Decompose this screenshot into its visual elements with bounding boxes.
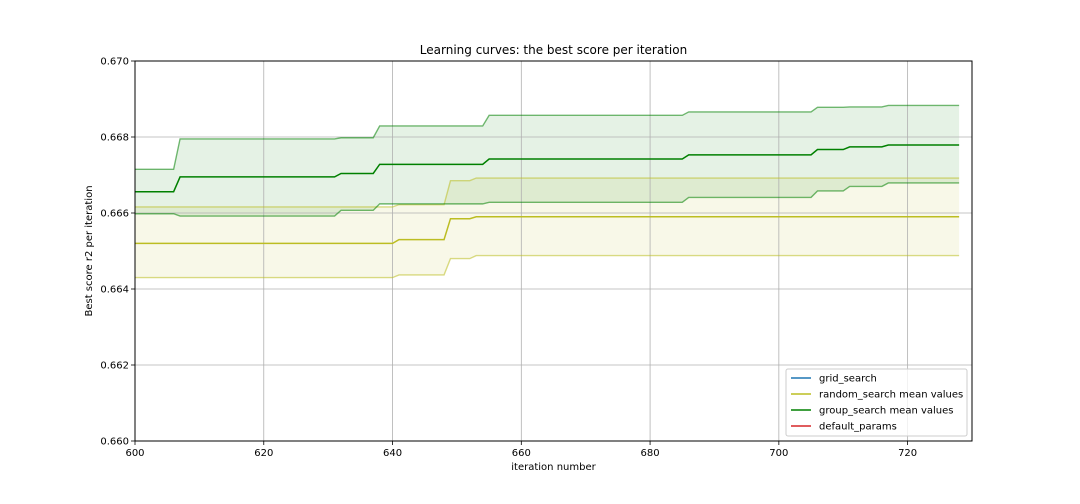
y-axis-label: Best score r2 per iteration (84, 185, 95, 316)
legend-label: default_params (819, 422, 897, 433)
series-line-2 (135, 144, 960, 193)
series-band-upper-2 (135, 104, 960, 171)
series-lines (135, 104, 960, 279)
x-tick-label: 600 (125, 448, 144, 459)
legend-label: group_search mean values (819, 406, 954, 417)
x-tick-label: 660 (512, 448, 531, 459)
y-tick-label: 0.662 (100, 361, 129, 372)
legend-label: grid_search (819, 374, 877, 385)
x-tick-label: 620 (254, 448, 273, 459)
legend-label: random_search mean values (819, 390, 963, 401)
x-tick-label: 640 (383, 448, 402, 459)
x-tick-label: 700 (769, 448, 788, 459)
series-band-1 (135, 178, 960, 278)
plot-frame (134, 60, 973, 442)
x-axis-label: iteration number (511, 462, 596, 473)
x-axis-ticks: 600 620 640 660 680 700 720 (125, 441, 917, 459)
series-band-lower-2 (135, 182, 960, 217)
series-band-2 (135, 105, 960, 217)
y-axis-ticks: 0.660 0.662 0.664 0.666 0.668 0.670 (100, 57, 135, 448)
y-tick-label: 0.668 (100, 133, 129, 144)
legend: grid_search random_search mean values grou… (785, 368, 968, 437)
series-band-lower-1 (135, 254, 960, 279)
y-tick-label: 0.660 (100, 437, 129, 448)
y-tick-label: 0.670 (100, 57, 129, 68)
series-line-1 (135, 216, 960, 245)
x-tick-label: 720 (898, 448, 917, 459)
y-tick-label: 0.664 (100, 285, 129, 296)
confidence-bands (135, 105, 960, 278)
y-tick-label: 0.666 (100, 209, 129, 220)
series-band-upper-1 (135, 177, 960, 208)
legend-box (785, 368, 968, 437)
x-tick-label: 680 (641, 448, 660, 459)
chart-title: Learning curves: the best score per iter… (420, 43, 687, 57)
